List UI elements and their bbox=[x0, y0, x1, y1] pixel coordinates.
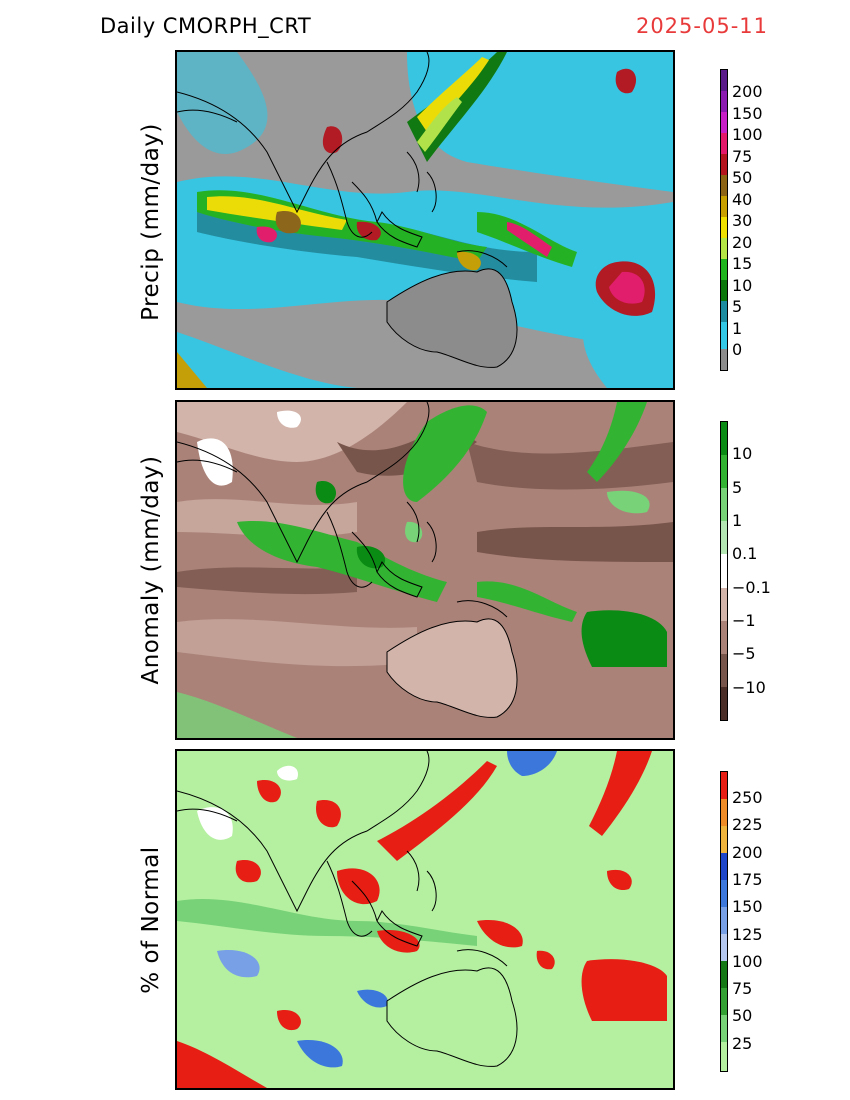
precip-tick-1: 1 bbox=[732, 319, 743, 338]
percent-map bbox=[175, 749, 675, 1090]
percent-tick-150: 150 bbox=[732, 897, 763, 916]
precip-tick-10: 10 bbox=[732, 276, 753, 295]
anomaly-tick-neg0.1: −0.1 bbox=[732, 578, 771, 597]
precip-map bbox=[175, 50, 675, 390]
percent-colorbar bbox=[720, 771, 728, 1072]
percent-tick-50: 50 bbox=[732, 1006, 753, 1025]
percent-tick-125: 125 bbox=[732, 925, 763, 944]
percent-tick-250: 250 bbox=[732, 788, 763, 807]
anomaly-tick-neg1: −1 bbox=[732, 611, 756, 630]
percent-axis-label-wrap: % of Normal bbox=[131, 750, 171, 1090]
percent-tick-75: 75 bbox=[732, 979, 753, 998]
precip-colorbar bbox=[720, 69, 728, 371]
precip-rain-fields bbox=[177, 52, 673, 388]
percent-axis-label: % of Normal bbox=[138, 846, 164, 994]
anomaly-tick-5: 5 bbox=[732, 478, 743, 497]
anomaly-map bbox=[175, 400, 675, 740]
precip-tick-200: 200 bbox=[732, 82, 763, 101]
percent-tick-200: 200 bbox=[732, 843, 763, 862]
anomaly-axis-label-wrap: Anomaly (mm/day) bbox=[131, 400, 171, 740]
percent-map-canvas bbox=[177, 751, 673, 1088]
date-label: 2025-05-11 bbox=[635, 14, 768, 38]
percent-coastlines bbox=[177, 751, 518, 1067]
precip-tick-30: 30 bbox=[732, 211, 753, 230]
anomaly-coastlines bbox=[177, 402, 518, 718]
precip-tick-75: 75 bbox=[732, 147, 753, 166]
percent-tick-225: 225 bbox=[732, 815, 763, 834]
anomaly-fields bbox=[177, 402, 673, 738]
product-title: Daily CMORPH_CRT bbox=[100, 14, 312, 38]
percent-fields bbox=[177, 751, 667, 1088]
anomaly-tick-neg5: −5 bbox=[732, 644, 756, 663]
anomaly-tick-10: 10 bbox=[732, 444, 753, 463]
precip-axis-label: Precip (mm/day) bbox=[138, 123, 164, 321]
precip-coastlines bbox=[177, 52, 518, 368]
anomaly-tick-0.1: 0.1 bbox=[732, 544, 758, 563]
precip-tick-5: 5 bbox=[732, 297, 743, 316]
precip-tick-20: 20 bbox=[732, 233, 753, 252]
percent-tick-25: 25 bbox=[732, 1034, 753, 1053]
precip-tick-50: 50 bbox=[732, 168, 753, 187]
precip-tick-150: 150 bbox=[732, 104, 763, 123]
anomaly-colorbar bbox=[720, 421, 728, 721]
precip-map-canvas bbox=[177, 52, 673, 388]
anomaly-axis-label: Anomaly (mm/day) bbox=[138, 455, 164, 685]
percent-tick-175: 175 bbox=[732, 870, 763, 889]
precip-axis-label-wrap: Precip (mm/day) bbox=[131, 52, 171, 392]
precip-tick-15: 15 bbox=[732, 254, 753, 273]
anomaly-map-canvas bbox=[177, 402, 673, 738]
precip-tick-0: 0 bbox=[732, 340, 743, 359]
percent-tick-100: 100 bbox=[732, 952, 763, 971]
precip-tick-40: 40 bbox=[732, 190, 753, 209]
precip-tick-100: 100 bbox=[732, 125, 763, 144]
anomaly-tick-1: 1 bbox=[732, 511, 743, 530]
anomaly-tick-neg10: −10 bbox=[732, 678, 766, 697]
